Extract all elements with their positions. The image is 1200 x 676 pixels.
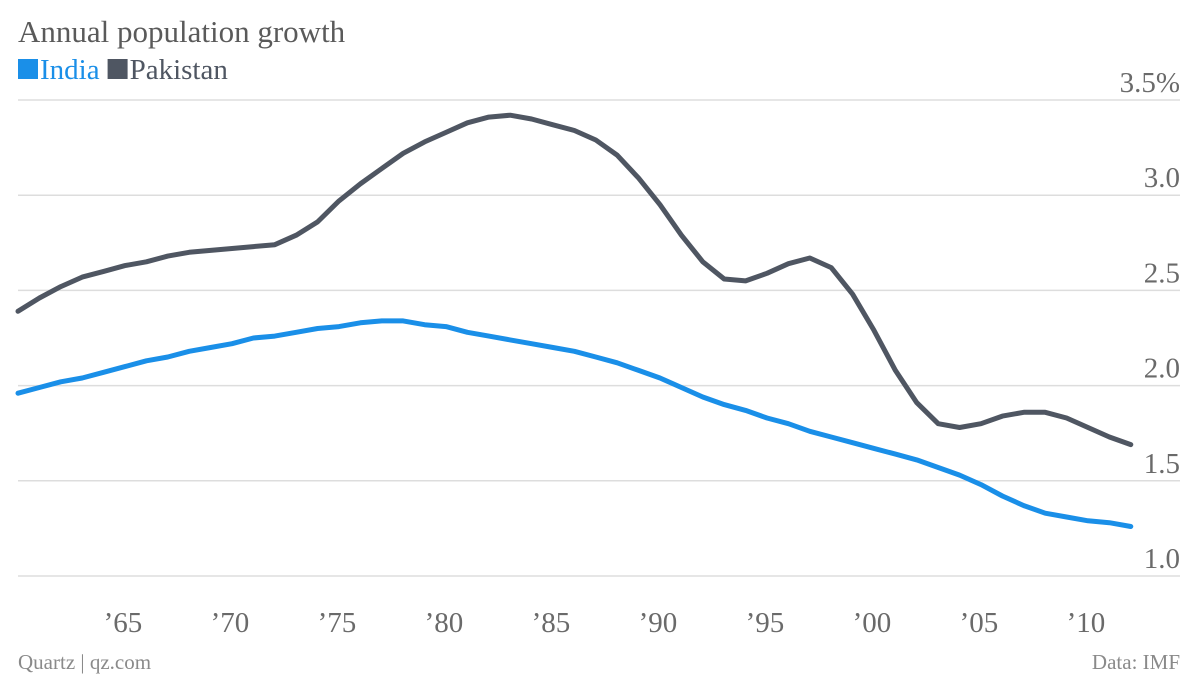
x-tick-label: ’10	[1067, 607, 1106, 639]
chart-title: Annual population growth	[18, 14, 346, 49]
x-tick-label: ’70	[211, 607, 250, 639]
x-tick-label: ’80	[425, 607, 464, 639]
credit: Quartz | qz.com	[18, 650, 151, 674]
x-tick-label: ’05	[960, 607, 999, 639]
y-tick-label: 1.0	[1144, 543, 1180, 575]
x-tick-label: ’75	[318, 607, 357, 639]
legend-label: India	[40, 54, 100, 86]
line-series	[15, 318, 1134, 529]
y-tick-label: 2.5	[1144, 257, 1180, 289]
x-tick-label: ’95	[746, 607, 785, 639]
x-tick-label: ’65	[104, 607, 143, 639]
source: Data: IMF	[1092, 650, 1180, 674]
x-tick-label: ’90	[639, 607, 678, 639]
y-tick-label: 1.5	[1144, 448, 1180, 480]
x-tick-label: ’00	[853, 607, 892, 639]
y-tick-label: 3.0	[1144, 162, 1180, 194]
legend-label: Pakistan	[130, 54, 229, 86]
legend-swatch	[107, 59, 128, 79]
line-series	[15, 112, 1134, 448]
y-tick-label: 2.0	[1144, 353, 1180, 385]
legend-swatch	[18, 59, 38, 79]
y-tick-label: 3.5%	[1120, 67, 1180, 99]
x-tick-label: ’85	[532, 607, 571, 639]
